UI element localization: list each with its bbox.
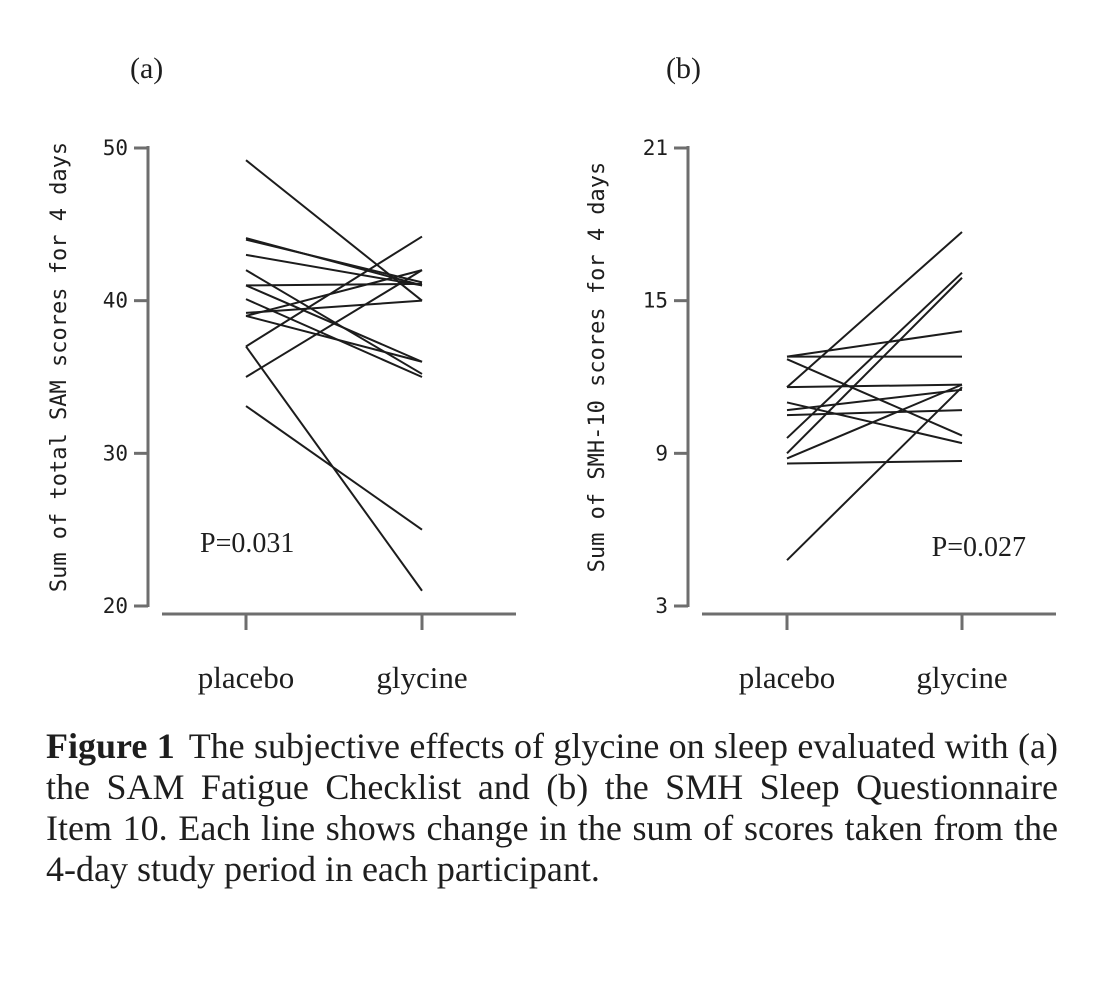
panel-b-participant-line [786,386,963,561]
panel-b-p-value: P=0.027 [932,532,1026,563]
panel-a-participant-line [245,282,423,287]
panel-a-y-tick-label: 50 [103,136,128,160]
panel-b-participant-line [786,383,963,389]
panel-a-label: (a) [130,52,163,85]
figure-caption-label: Figure 1 [46,726,175,766]
panel-a-y-tick-label: 20 [103,594,128,618]
panel-b-participant-line [786,401,963,445]
panel-a-y-axis-title: Sum of total SAM scores for 4 days [47,142,72,592]
panel-a-p-value: P=0.031 [200,528,294,559]
panel-a-participant-line [245,269,423,375]
panel-a-participant-line [245,299,423,314]
panel-a-category-glycine: glycine [376,660,467,695]
panel-b-category-glycine: glycine [916,660,1007,695]
panel-a-participant-line [245,405,423,531]
panel-b-participant-line [786,388,963,412]
panel-a-y-tick-label: 40 [103,289,128,313]
figure-caption: Figure 1 The subjective effects of glycin… [46,726,1058,890]
panel-a-participant-line [245,253,423,287]
panel-a-participant-line [245,235,423,348]
figure-panels: (a) 20 30 40 50 Sum of total SAM scores for 4… [47,52,1056,695]
panel-b-y-tick-label: 3 [655,594,668,618]
panel-b-participant-line [786,277,963,455]
panel-a-category-placebo: placebo [198,660,294,695]
panel-b-participant-line [786,358,963,437]
panel-a-participant-line [245,314,423,363]
panel-b-y-tick-label: 21 [643,136,668,160]
panel-b-participant-line [786,459,963,465]
panel-a-participant-line [245,238,423,284]
panel-b-participant-line [786,383,963,460]
panel-b-y-tick-label: 9 [655,441,668,465]
panel-a-participant-line [245,269,423,378]
panel-b-participant-line [786,271,963,439]
panel-b-category-placebo: placebo [739,660,835,695]
panel-b-y-tick-label: 15 [643,289,668,313]
panel-b-participant-line [786,330,963,358]
panel-b-label: (b) [666,52,701,85]
panel-b-participant-line [786,409,963,417]
panel-a-participant-line [245,159,423,302]
panel-b-participant-line [786,231,963,388]
figure-caption-text: The subjective effects of glycine on sle… [46,726,1058,889]
panel-a-y-tick-label: 30 [103,441,128,465]
panel-a-participant-line [245,269,423,317]
panel-b-y-axis-title: Sum of SMH-10 scores for 4 days [585,162,610,573]
